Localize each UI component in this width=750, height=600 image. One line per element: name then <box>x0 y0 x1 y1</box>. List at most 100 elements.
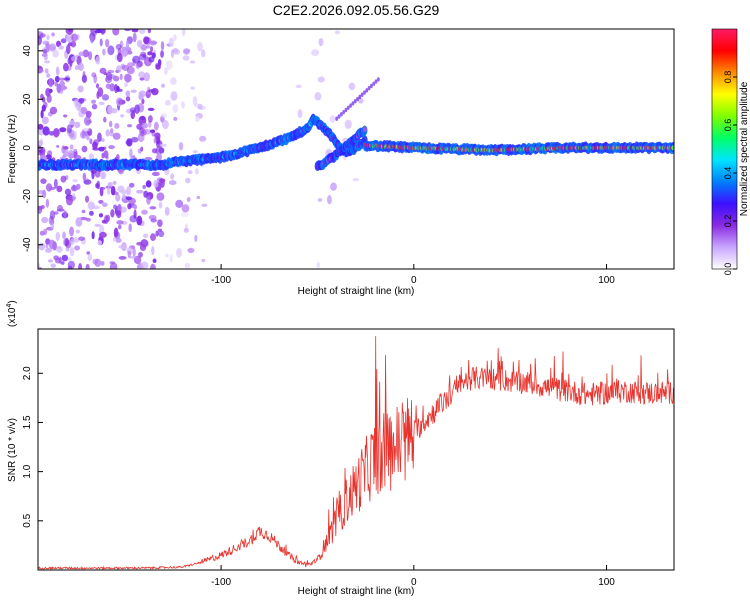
spectrogram-noise-speckle <box>157 219 163 228</box>
spectrogram-noise-speckle <box>98 146 105 152</box>
snr-x-label: Height of straight line (km) <box>298 586 415 597</box>
spectrogram-noise-speckle <box>38 189 45 195</box>
spectrogram-noise-speckle <box>97 132 102 143</box>
spectrogram-noise-speckle <box>88 153 94 160</box>
spectrogram-noise-speckle <box>108 120 113 128</box>
spectrogram-noise-speckle <box>46 150 53 157</box>
spectrogram-noise-speckle <box>192 96 198 106</box>
spectrogram-noise-speckle <box>157 58 162 67</box>
spectrogram-noise-speckle <box>170 49 175 59</box>
spectrogram-noise-speckle <box>112 180 117 185</box>
spectrogram-noise-speckle <box>190 86 196 90</box>
spectrogram-noise-speckle <box>91 231 95 240</box>
spectrogram-noise-speckle <box>138 90 147 98</box>
colorbar-ticks: 0.0 0.2 0.4 0.6 0.8 <box>723 71 737 276</box>
spectrogram-noise-speckle <box>334 30 341 35</box>
spectrogram-noise-speckle <box>103 150 109 159</box>
spectrogram-noise-speckle <box>317 198 323 202</box>
spectrogram-noise-speckle <box>40 178 47 185</box>
spectrogram-noise-speckle <box>117 98 123 105</box>
snr-x-tick-label: -100 <box>211 577 231 588</box>
spectrogram-noise-speckle <box>105 38 110 48</box>
spectrogram-x-tick-label: -100 <box>211 275 231 286</box>
spectrogram-noise-speckle <box>159 178 165 188</box>
spectrogram-noise-speckle <box>316 261 321 269</box>
spectrogram-noise-speckle <box>81 209 86 214</box>
spectrogram-noise-speckle <box>56 144 60 148</box>
spectrogram-noise-speckle <box>173 116 178 121</box>
spectrogram-noise-speckle <box>72 192 76 202</box>
spectrogram-noise-speckle <box>132 32 137 43</box>
spectrogram-noise-speckle <box>67 265 73 269</box>
spectrogram-noise-speckle <box>145 44 151 49</box>
spectrogram-noise-speckle <box>53 178 58 189</box>
spectrogram-noise-speckle <box>159 143 168 147</box>
spectrogram-noise-speckle <box>141 209 148 215</box>
spectrogram-noise-speckle <box>173 34 177 41</box>
spectrogram-track-cell <box>362 126 367 132</box>
spectrogram-noise-speckle <box>116 52 123 63</box>
spectrogram-track-cell <box>342 109 346 115</box>
spectrogram-noise-speckle <box>170 91 178 101</box>
spectrogram-noise-speckle <box>85 195 90 203</box>
spectrogram-noise-speckle <box>141 98 145 105</box>
spectrogram-noise-speckle <box>158 201 163 209</box>
spectrogram-noise-speckle <box>55 66 60 76</box>
spectrogram-noise-speckle <box>70 40 77 48</box>
spectrogram-noise-speckle <box>45 42 50 53</box>
spectrogram-noise-speckle <box>102 48 106 56</box>
spectrogram-noise-speckle <box>69 120 76 126</box>
spectrogram-track-cell <box>344 107 348 113</box>
spectrogram-noise-speckle <box>128 223 132 232</box>
spectrogram-track-cell <box>353 99 357 104</box>
spectrogram-noise-speckle <box>134 104 140 115</box>
spectrogram-noise-speckle <box>141 122 148 129</box>
spectrogram-noise-speckle <box>201 203 208 207</box>
spectrogram-noise-speckle <box>108 145 115 150</box>
spectrogram-noise-speckle <box>181 29 186 37</box>
spectrogram-noise-speckle <box>144 156 153 161</box>
spectrogram-noise-speckle <box>180 211 189 218</box>
spectrogram-noise-speckle <box>140 115 146 121</box>
spectrogram-noise-speckle <box>145 180 152 188</box>
spectrogram-noise-speckle <box>86 119 93 124</box>
spectrogram-track-cell <box>339 112 343 117</box>
spectrogram-noise-speckle <box>311 49 320 57</box>
spectrogram-noise-speckle <box>101 94 110 101</box>
spectrogram-noise-speckle <box>194 168 199 175</box>
spectrogram-noise-speckle <box>186 197 191 203</box>
spectrogram-noise-speckle <box>107 45 115 56</box>
spectrogram-noise-speckle <box>41 116 49 125</box>
spectrogram-noise-speckle <box>113 227 119 238</box>
spectrogram-noise-speckle <box>126 138 133 147</box>
spectrogram-noise-speckle <box>97 240 102 246</box>
spectrogram-noise-speckle <box>138 53 147 61</box>
spectrogram-noise-speckle <box>139 77 145 81</box>
spectrogram-noise-speckle <box>125 196 133 201</box>
colorbar-tick-label: 0.0 <box>723 263 733 276</box>
spectrogram-noise-speckle <box>109 128 114 134</box>
spectrogram-noise-speckle <box>52 49 59 58</box>
spectrogram-noise-speckle <box>70 237 75 246</box>
spectrogram-noise-speckle <box>185 177 191 184</box>
spectrogram-noise-speckle <box>38 242 46 251</box>
spectrogram-noise-speckle <box>150 233 157 242</box>
spectrogram-noise-speckle <box>130 89 137 93</box>
spectrogram-noise-speckle <box>176 247 183 258</box>
spectrogram-noise-speckle <box>115 65 122 73</box>
spectrogram-noise-speckle <box>151 52 156 59</box>
spectrogram-noise-speckle <box>64 188 72 196</box>
spectrogram-noise-speckle <box>149 129 156 133</box>
spectrogram-noise-speckle <box>66 124 72 134</box>
spectrogram-noise-speckle <box>164 67 168 75</box>
spectrogram-noise-speckle <box>153 121 159 131</box>
spectrogram-noise-speckle <box>164 206 170 216</box>
spectrogram-panel: -100 0 100 -40 -20 0 20 40 Height of straight … <box>7 28 675 297</box>
spectrogram-noise-speckle <box>101 152 105 159</box>
spectrogram-noise-speckle <box>78 263 83 269</box>
spectrogram-noise-speckle <box>54 75 60 83</box>
spectrogram-noise-speckle <box>65 29 74 35</box>
snr-y-tick-label: 1.0 <box>22 464 33 478</box>
spectrogram-noise-speckle <box>189 60 196 64</box>
colorbar: 0.0 0.2 0.4 0.6 0.8 Normalized spectral ampl… <box>711 28 750 276</box>
